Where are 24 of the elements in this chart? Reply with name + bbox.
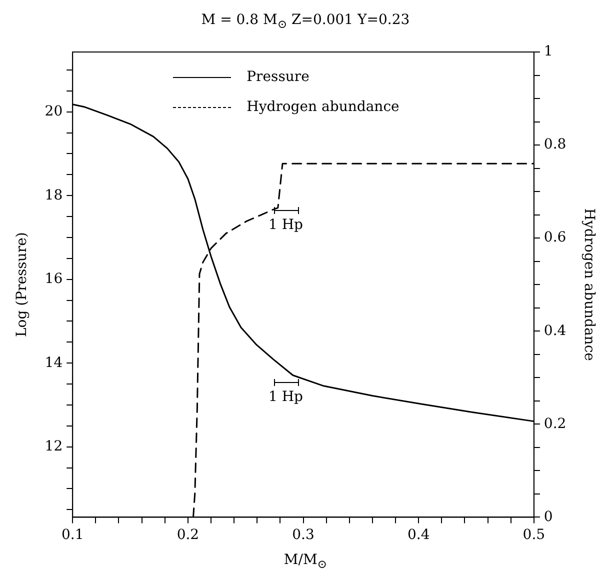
annotation: 1 Hp — [268, 389, 303, 406]
y-axis-title: Log (Pressure) — [14, 232, 30, 338]
x-axis-title: M/M$_{⊙}$ — [282, 552, 328, 571]
annotation: 1 Hp — [268, 217, 303, 234]
y2-tick-label: 0 — [544, 508, 553, 525]
y2-tick-label: 0.6 — [544, 230, 566, 246]
x-tick-label: 0.1 — [61, 527, 84, 544]
x-tick-label: 0.3 — [292, 527, 314, 544]
x-tick-label: 0.4 — [407, 527, 430, 544]
y-tick-label: 18 — [44, 187, 63, 204]
x-tick-label: 0.5 — [522, 527, 546, 544]
y2-tick-label: 0.8 — [544, 136, 566, 153]
y-tick-label: 12 — [44, 438, 63, 454]
y2-tick-label: 1 — [544, 44, 553, 60]
y2-tick-label: 0.2 — [544, 416, 566, 432]
legend-label: Pressure — [246, 69, 310, 85]
y2-axis-title: Hydrogen abundance — [580, 208, 597, 361]
y2-tick-label: 0.4 — [544, 322, 566, 339]
y-tick-label: 20 — [44, 104, 63, 120]
x-tick-label: 0.2 — [176, 527, 200, 544]
y-tick-label: 14 — [44, 354, 63, 371]
y-tick-label: 16 — [44, 271, 63, 288]
legend-label: Hydrogen abundance — [246, 99, 400, 115]
chart-title: M = 0.8 M$_{⊙}$ Z=0.001 Y=0.23 — [200, 12, 411, 31]
